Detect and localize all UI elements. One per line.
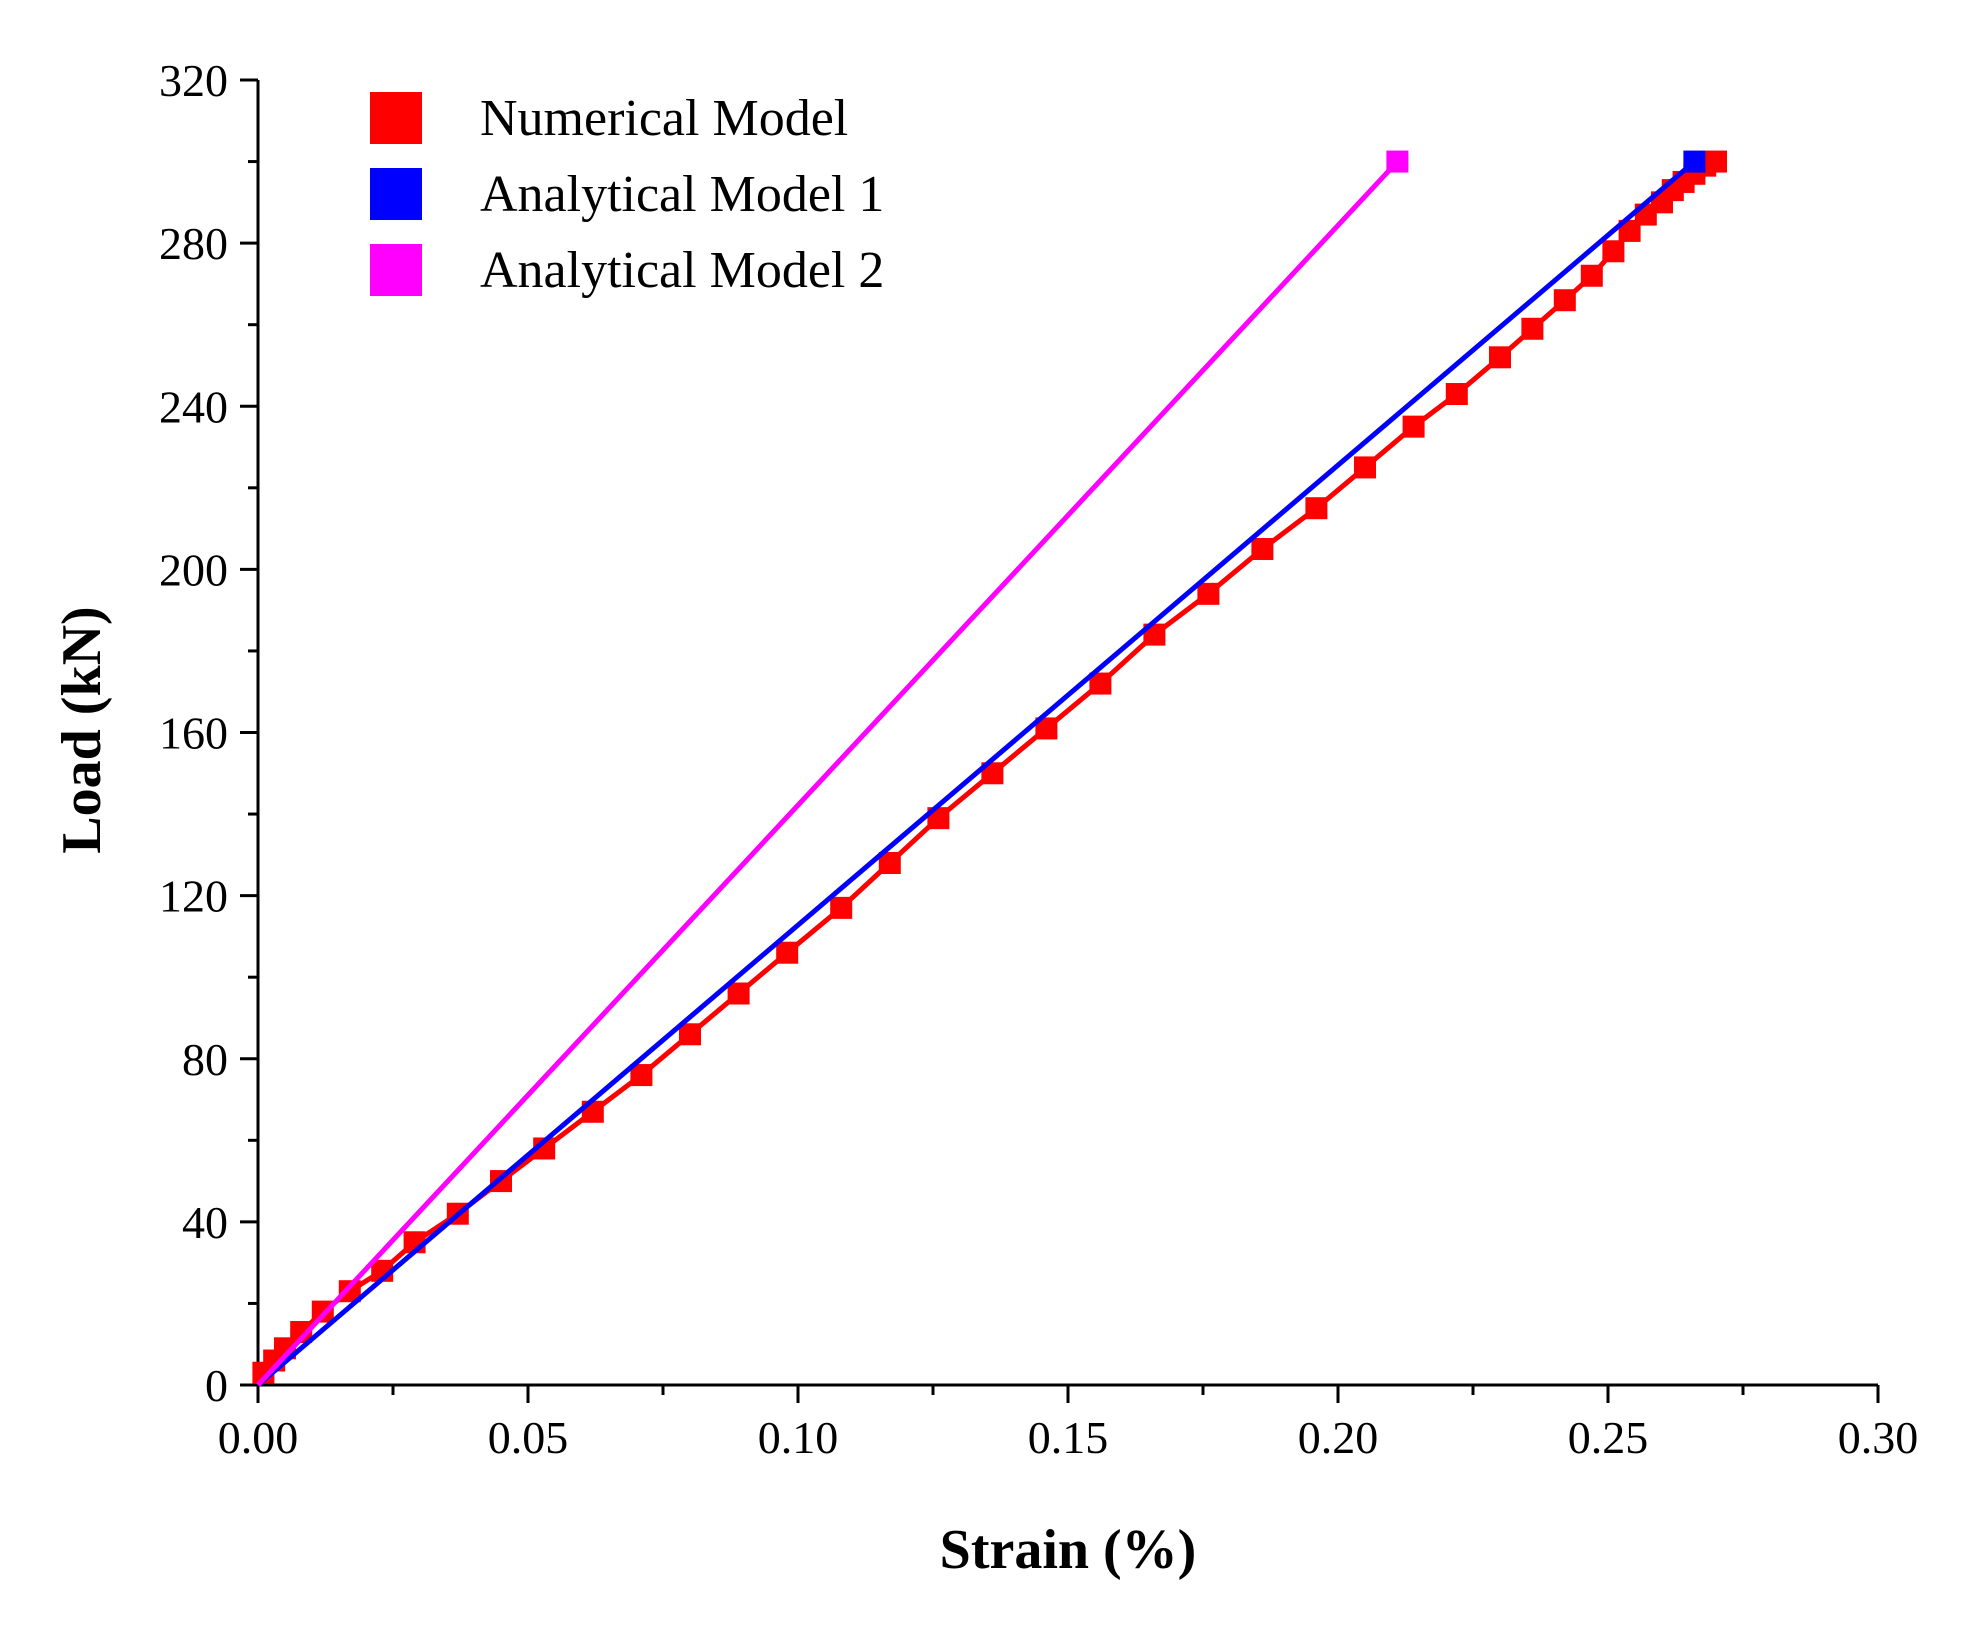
x-tick-label: 0.15 [1028, 1412, 1109, 1463]
legend-label: Analytical Model 1 [480, 166, 884, 223]
y-tick-label: 320 [159, 55, 228, 106]
y-tick-label: 80 [182, 1034, 228, 1085]
x-tick-label: 0.05 [488, 1412, 569, 1463]
legend-label: Numerical Model [480, 90, 848, 147]
legend: Numerical Model Analytical Model 1 Analyti… [370, 90, 884, 299]
legend-swatch [370, 244, 422, 296]
data-point [1089, 672, 1112, 695]
data-point [1602, 240, 1625, 263]
x-tick-label: 0.30 [1838, 1412, 1919, 1463]
data-point [981, 762, 1004, 785]
y-tick-label: 200 [159, 544, 228, 595]
x-axis-ticks: 0.00 0.05 0.10 0.15 0.20 0.25 0.30 [218, 1385, 1919, 1463]
data-point [1386, 150, 1409, 173]
data-point [1553, 289, 1576, 312]
y-tick-label: 120 [159, 871, 228, 922]
data-point [290, 1320, 313, 1343]
x-axis-title: Strain (%) [940, 1519, 1197, 1581]
legend-swatch [370, 92, 422, 144]
data-point [1489, 346, 1511, 369]
data-point [679, 1023, 701, 1046]
series-1 [252, 150, 1727, 1384]
x-tick-label: 0.10 [758, 1412, 839, 1463]
series-line [256, 159, 1400, 1387]
data-point [1251, 537, 1274, 560]
plot-series [252, 150, 1727, 1387]
data-point [1197, 582, 1220, 605]
data-point [830, 896, 853, 919]
y-tick-label: 0 [205, 1360, 228, 1411]
legend-label: Analytical Model 2 [480, 242, 884, 299]
data-point [1683, 150, 1706, 173]
x-tick-label: 0.25 [1568, 1412, 1649, 1463]
data-point [630, 1064, 653, 1087]
data-point [338, 1280, 361, 1303]
y-tick-label: 40 [182, 1197, 228, 1248]
data-point [727, 982, 750, 1005]
y-tick-label: 240 [159, 381, 228, 432]
y-axis-title: Load (kN) [51, 606, 113, 853]
series-3 [256, 150, 1409, 1387]
data-point [1445, 383, 1468, 406]
series-line [256, 159, 1697, 1387]
y-tick-label: 280 [159, 218, 228, 269]
x-tick-label: 0.20 [1298, 1412, 1379, 1463]
legend-swatch [370, 168, 422, 220]
data-point [1705, 150, 1727, 173]
data-point [878, 852, 901, 874]
series-2 [256, 150, 1706, 1387]
data-point [1521, 317, 1544, 340]
data-point [776, 941, 799, 964]
y-axis-ticks: 0 40 80 120 160 200 240 280 320 [159, 55, 258, 1411]
data-point [1354, 456, 1376, 479]
y-tick-label: 160 [159, 708, 228, 759]
data-point [1402, 415, 1425, 438]
data-point [1035, 717, 1058, 740]
x-tick-label: 0.00 [218, 1412, 299, 1463]
data-point [1580, 264, 1603, 287]
data-point [1305, 497, 1328, 520]
